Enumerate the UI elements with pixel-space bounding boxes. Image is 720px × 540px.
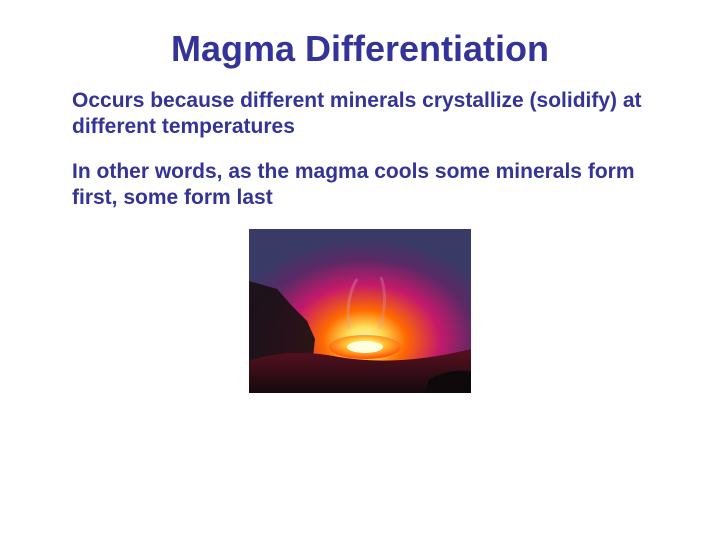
- paragraph-1: Occurs because different minerals crysta…: [72, 88, 648, 141]
- volcano-image: [249, 229, 471, 393]
- paragraph-2: In other words, as the magma cools some …: [72, 159, 648, 212]
- image-container: [72, 229, 648, 393]
- slide-title: Magma Differentiation: [72, 28, 648, 70]
- slide-container: Magma Differentiation Occurs because dif…: [0, 0, 720, 540]
